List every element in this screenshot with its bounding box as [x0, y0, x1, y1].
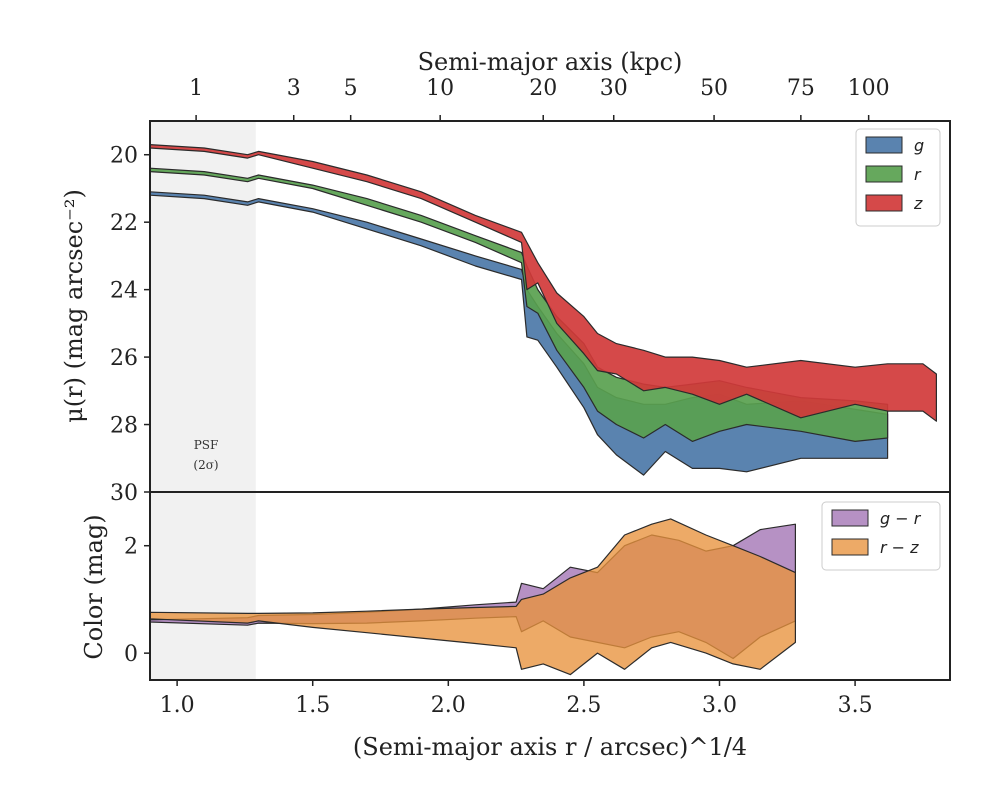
kpc-tick-label: 10 — [426, 76, 454, 101]
bottom-x-ticks: 1.0 1.5 2.0 2.5 3.0 3.5 — [160, 680, 873, 718]
kpc-tick-label: 1 — [189, 76, 203, 101]
legend-swatch — [865, 165, 903, 183]
bottom-y-ticks: 02 — [124, 535, 150, 667]
y-tick-label: 24 — [110, 279, 138, 304]
psf-region-bottom — [150, 492, 256, 680]
bottom-panel: 02 1.0 1.5 2.0 2.5 3.0 3.5 (Semi-major axis r… — [80, 491, 951, 761]
kpc-tick-label: 5 — [344, 76, 358, 101]
band-rz — [149, 518, 797, 676]
y-tick-label: 20 — [110, 144, 138, 169]
x-tick-label: 3.5 — [838, 693, 873, 718]
y-tick-label: 0 — [124, 642, 138, 667]
kpc-tick-label: 3 — [287, 76, 301, 101]
top-legend: grz — [855, 128, 941, 227]
top-kpc-ticks: 1 3 5 10 20 30 50 75 100 — [189, 76, 890, 121]
legend-label: g − r — [880, 509, 922, 528]
x-tick-label: 2.0 — [431, 693, 466, 718]
psf-region — [150, 121, 256, 492]
legend-swatch — [831, 509, 869, 527]
x-tick-label: 2.5 — [566, 693, 601, 718]
top-panel: 20 22 24 26 28 30 1 3 5 10 20 30 50 75 100 PSF (2σ) S… — [60, 48, 951, 506]
legend-swatch — [865, 194, 903, 212]
kpc-tick-label: 20 — [529, 76, 557, 101]
band-z — [149, 144, 938, 422]
y-tick-label: 30 — [110, 481, 138, 506]
kpc-tick-label: 100 — [848, 76, 890, 101]
kpc-tick-label: 75 — [787, 76, 815, 101]
y-tick-label: 2 — [124, 535, 138, 560]
bottom-panel-frame — [149, 491, 951, 681]
x-tick-label: 3.0 — [702, 693, 737, 718]
top-y-axis-title: μ(r) (mag arcsec⁻²) — [60, 189, 88, 423]
kpc-tick-label: 50 — [700, 76, 728, 101]
legend-label: g — [914, 136, 924, 155]
bottom-y-axis-title: Color (mag) — [80, 514, 108, 659]
y-tick-label: 26 — [110, 346, 138, 371]
legend-swatch — [865, 136, 903, 154]
legend-label: r − z — [880, 538, 919, 557]
y-tick-label: 22 — [110, 211, 138, 236]
legend-label: z — [913, 194, 923, 213]
kpc-tick-label: 30 — [600, 76, 628, 101]
x-tick-label: 1.0 — [160, 693, 195, 718]
top-axis-title: Semi-major axis (kpc) — [418, 48, 683, 76]
bottom-x-axis-title: (Semi-major axis r / arcsec)^1/4 — [353, 733, 747, 761]
psf-label-line1: PSF — [194, 438, 219, 452]
bottom-series-group — [149, 518, 797, 676]
top-y-ticks: 20 22 24 26 28 30 — [110, 144, 150, 506]
legend-swatch — [831, 538, 869, 556]
psf-label-line2: (2σ) — [193, 458, 218, 472]
bottom-legend: g − r r − z — [821, 501, 941, 571]
x-tick-label: 1.5 — [295, 693, 330, 718]
y-tick-label: 28 — [110, 414, 138, 439]
top-series-group — [149, 144, 938, 476]
legend-label: r — [914, 165, 922, 184]
